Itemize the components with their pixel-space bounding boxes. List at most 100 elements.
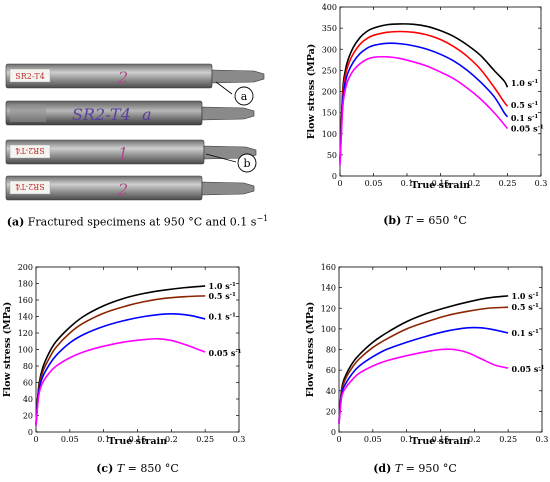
y-tick-label: 120 xyxy=(18,329,33,338)
x-tick-label: 0.2 xyxy=(468,179,481,188)
caption-a-sup: −1 xyxy=(256,214,269,223)
caption-c: (c) T = 850 °C xyxy=(0,462,275,475)
caption-b: (b) T = 650 °C xyxy=(300,214,550,227)
x-tick-label: 0.05 xyxy=(61,435,79,444)
series-label: 0.1 s-1 xyxy=(209,312,237,322)
y-tick-label: 200 xyxy=(322,88,337,97)
y-tick-label: 100 xyxy=(321,325,336,334)
series-label: 0.5 s-1 xyxy=(512,302,540,312)
y-tick-label: 100 xyxy=(18,346,33,355)
caption-c-var: T xyxy=(116,462,125,475)
series-line xyxy=(35,312,206,426)
series-label: 1.0 s-1 xyxy=(511,78,539,88)
y-tick-label: 40 xyxy=(23,395,33,404)
y-tick-label: 400 xyxy=(322,3,337,12)
y-tick-label: 250 xyxy=(322,66,337,75)
caption-b-label: (b) xyxy=(383,214,402,227)
y-axis-label: Flow stress (MPa) xyxy=(306,44,317,140)
y-tick-label: 0 xyxy=(331,428,336,437)
series-label: 0.1 s-1 xyxy=(512,328,540,338)
series-label: 0.1 s-1 xyxy=(511,113,539,123)
caption-a-text: Fractured specimens at 950 °C and 0.1 s xyxy=(27,215,257,229)
caption-d-label: (d) xyxy=(373,462,392,475)
series-line xyxy=(338,326,509,424)
callout-a: a xyxy=(215,81,254,106)
y-tick-label: 140 xyxy=(321,284,336,293)
x-tick-label: 0.3 xyxy=(536,435,549,444)
y-tick-label: 160 xyxy=(321,263,336,272)
series-line xyxy=(339,30,509,162)
specimen-ink-label: a xyxy=(142,105,152,124)
series-line xyxy=(338,295,509,422)
specimen-marking: SR2-T4 xyxy=(15,72,44,81)
caption-c-label: (c) xyxy=(96,462,114,475)
x-tick-label: 0.15 xyxy=(432,179,450,188)
y-tick-label: 20 xyxy=(23,412,33,421)
specimen-2: SR2-T4 a xyxy=(5,100,255,126)
y-tick-label: 40 xyxy=(326,387,336,396)
specimen-marking: SR2-T4 xyxy=(72,105,131,124)
chart-b: 0 0.05 0.1 0.15 0.2 0.25 0.3 0 50 100 150 200 250 300… xyxy=(306,3,548,191)
caption-a-label: (a) xyxy=(6,215,25,229)
caption-d: (d) T = 950 °C xyxy=(280,462,550,475)
specimen-ink-label: 1 xyxy=(118,144,128,163)
y-tick-label: 50 xyxy=(327,151,337,160)
x-tick-label: 0.15 xyxy=(432,435,450,444)
caption-c-text: = 850 °C xyxy=(124,462,179,475)
y-axis-label: Flow stress (MPa) xyxy=(2,302,13,398)
y-tick-label: 60 xyxy=(23,379,33,388)
chart-c: 0 0.05 0.1 0.15 0.2 0.25 0.3 0 20 40 60 80 100 120 140… xyxy=(2,263,246,447)
caption-b-text: = 650 °C xyxy=(412,214,467,227)
specimen-ink-label: 2 xyxy=(117,180,128,199)
series-label: 0.05 s-1 xyxy=(511,123,544,133)
specimen-1: SR2-T4 2 xyxy=(5,63,265,89)
specimen-photo: SR2-T4 2 SR2-T4 a SR2-T4 1 SR2-T4 2 a b xyxy=(5,63,265,201)
x-tick-label: 0 xyxy=(33,435,38,444)
y-tick-label: 80 xyxy=(23,362,33,371)
panel-d: 0 0.05 0.1 0.15 0.2 0.25 0.3 0 20 40 60 80 100 120 140… xyxy=(280,258,550,482)
y-tick-label: 100 xyxy=(322,130,337,139)
specimen-3: SR2-T4 1 xyxy=(5,139,257,165)
series-line xyxy=(339,55,509,166)
series-label: 0.5 s-1 xyxy=(511,100,539,110)
x-tick-label: 0.2 xyxy=(165,435,178,444)
specimen-marking: SR2-T4 xyxy=(15,146,44,155)
y-tick-label: 160 xyxy=(18,296,33,305)
callout-b: b xyxy=(205,153,257,173)
chart-d: 0 0.05 0.1 0.15 0.2 0.25 0.3 0 20 40 60 80 100 120 140… xyxy=(305,263,549,447)
y-tick-label: 0 xyxy=(332,172,337,181)
specimen-4: SR2-T4 2 xyxy=(5,175,255,201)
series-line xyxy=(339,23,509,160)
series-line xyxy=(338,348,509,424)
caption-a: (a) Fractured specimens at 950 °C and 0.… xyxy=(0,214,275,229)
y-tick-label: 140 xyxy=(18,313,33,322)
x-tick-label: 0 xyxy=(337,179,342,188)
y-tick-label: 20 xyxy=(326,407,336,416)
series-label: 0.05 s-1 xyxy=(209,348,242,358)
y-axis-label: Flow stress (MPa) xyxy=(305,302,316,398)
specimen-marking: SR2-T4 xyxy=(15,182,44,191)
plot-frame xyxy=(339,6,542,177)
x-tick-label: 0.3 xyxy=(233,435,246,444)
y-tick-label: 0 xyxy=(28,428,33,437)
series-line xyxy=(35,295,206,424)
x-tick-label: 0.1 xyxy=(400,435,413,444)
series-label: 0.5 s-1 xyxy=(209,291,237,301)
series-label: 0.05 s-1 xyxy=(512,364,545,374)
panel-a: SR2-T4 2 SR2-T4 a SR2-T4 1 SR2-T4 2 a b (a) Fra… xyxy=(0,0,275,240)
caption-b-var: T xyxy=(404,214,413,227)
series-line xyxy=(35,337,206,426)
x-tick-label: 0 xyxy=(336,435,341,444)
series-label: 1.0 s-1 xyxy=(512,291,540,301)
x-axis-label: True strain xyxy=(411,180,470,191)
caption-d-text: = 950 °C xyxy=(402,462,457,475)
y-tick-label: 60 xyxy=(326,366,336,375)
series-label: 1.0 s-1 xyxy=(209,281,237,291)
x-tick-label: 0.1 xyxy=(401,179,414,188)
x-tick-label: 0.3 xyxy=(535,179,548,188)
x-tick-label: 0.25 xyxy=(196,435,214,444)
x-tick-label: 0.25 xyxy=(499,179,517,188)
series-line xyxy=(35,285,206,424)
y-tick-label: 120 xyxy=(321,304,336,313)
x-tick-label: 0.1 xyxy=(97,435,110,444)
